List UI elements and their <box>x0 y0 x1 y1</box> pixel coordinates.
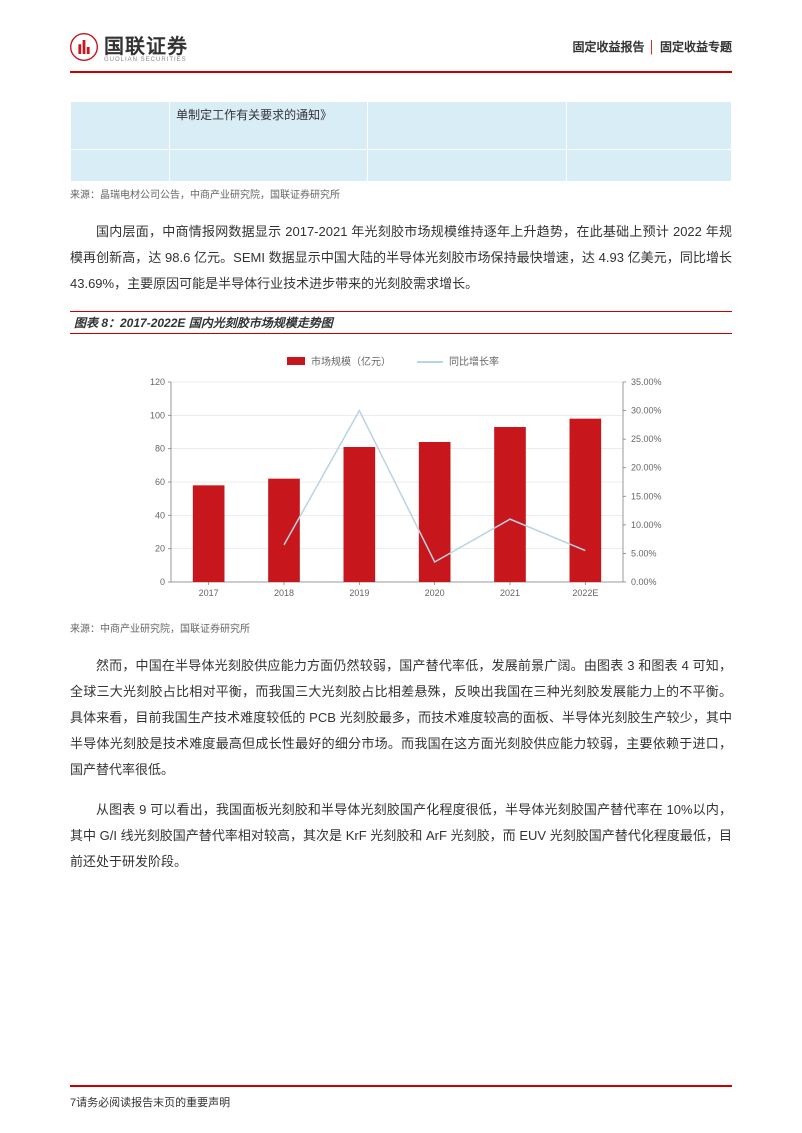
svg-text:25.00%: 25.00% <box>631 434 662 444</box>
chart-title: 图表 8：2017-2022E 国内光刻胶市场规模走势图 <box>70 311 732 334</box>
table-fragment: 单制定工作有关要求的通知》 <box>70 101 732 182</box>
table-cell <box>71 102 170 150</box>
svg-text:市场规模（亿元）: 市场规模（亿元） <box>311 355 391 368</box>
table-cell <box>566 102 731 150</box>
logo-text: 国联证券 <box>104 30 188 59</box>
header-category: 固定收益报告 │ 固定收益专题 <box>572 38 732 55</box>
source-note: 来源：中商产业研究院，国联证券研究所 <box>70 620 732 635</box>
table-cell <box>170 150 368 182</box>
svg-text:5.00%: 5.00% <box>631 548 657 558</box>
page-header: 国联证券 GUOLIAN SECURITIES 固定收益报告 │ 固定收益专题 <box>0 0 802 71</box>
svg-text:同比增长率: 同比增长率 <box>449 355 499 368</box>
svg-text:2018: 2018 <box>274 588 294 598</box>
svg-text:0.00%: 0.00% <box>631 577 657 587</box>
header-cat-a: 固定收益报告 <box>572 40 644 54</box>
svg-text:40: 40 <box>155 510 165 520</box>
svg-text:10.00%: 10.00% <box>631 520 662 530</box>
page-footer: 7请务必阅读报告末页的重要声明 <box>70 1085 732 1111</box>
table-cell <box>71 150 170 182</box>
svg-text:2022E: 2022E <box>572 588 598 598</box>
body-paragraph: 从图表 9 可以看出，我国面板光刻胶和半导体光刻胶国产化程度很低，半导体光刻胶国… <box>70 797 732 875</box>
logo: 国联证券 GUOLIAN SECURITIES <box>70 30 188 63</box>
chart-container: 0 20 40 60 80 100 120 0.00% 5.00% 10.00% 15.00% 20.… <box>70 334 732 616</box>
body-paragraph: 国内层面，中商情报网数据显示 2017-2021 年光刻胶市场规模维持逐年上升趋… <box>70 219 732 297</box>
footer-disclaimer: 请务必阅读报告末页的重要声明 <box>76 1097 230 1109</box>
svg-text:2021: 2021 <box>500 588 520 598</box>
svg-text:80: 80 <box>155 444 165 454</box>
svg-text:2020: 2020 <box>425 588 445 598</box>
svg-text:120: 120 <box>150 377 165 387</box>
table-cell: 单制定工作有关要求的通知》 <box>170 102 368 150</box>
svg-text:60: 60 <box>155 477 165 487</box>
svg-text:15.00%: 15.00% <box>631 491 662 501</box>
svg-text:2017: 2017 <box>199 588 219 598</box>
table-cell <box>368 102 566 150</box>
logo-subtext: GUOLIAN SECURITIES <box>104 57 188 63</box>
svg-text:100: 100 <box>150 410 165 420</box>
company-logo-icon <box>70 33 98 61</box>
footer-rule <box>70 1085 732 1087</box>
svg-text:35.00%: 35.00% <box>631 377 662 387</box>
svg-text:20: 20 <box>155 544 165 554</box>
svg-text:2019: 2019 <box>349 588 369 598</box>
table-cell <box>368 150 566 182</box>
svg-text:20.00%: 20.00% <box>631 463 662 473</box>
svg-text:0: 0 <box>160 577 165 587</box>
svg-text:30.00%: 30.00% <box>631 406 662 416</box>
header-cat-b: 固定收益专题 <box>660 40 732 54</box>
source-note: 来源：晶瑞电材公司公告，中商产业研究院，国联证券研究所 <box>70 186 732 201</box>
body-paragraph: 然而，中国在半导体光刻胶供应能力方面仍然较弱，国产替代率低，发展前景广阔。由图表… <box>70 653 732 783</box>
header-rule <box>70 71 732 73</box>
header-divider: │ <box>648 40 656 54</box>
bar-line-chart: 0 20 40 60 80 100 120 0.00% 5.00% 10.00% 15.00% 20.… <box>131 348 671 608</box>
table-cell <box>566 150 731 182</box>
